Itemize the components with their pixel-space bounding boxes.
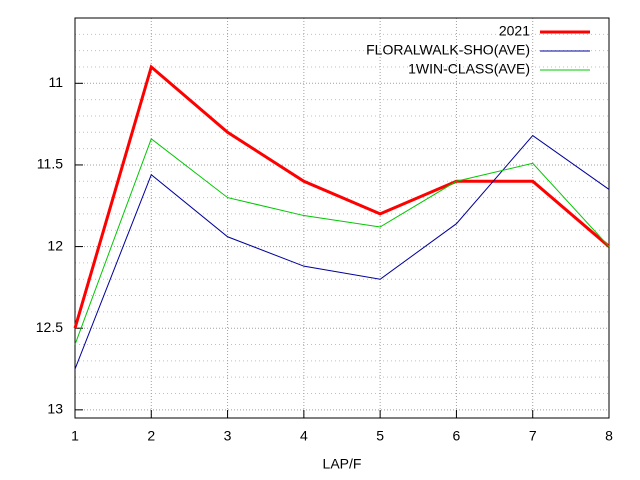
x-tick-label: 2 <box>147 428 155 444</box>
y-tick-label: 11 <box>48 74 63 90</box>
y-tick-label: 13 <box>47 401 63 417</box>
x-tick-label: 1 <box>71 428 79 444</box>
x-tick-label: 4 <box>300 428 308 444</box>
y-tick-label: 12 <box>47 237 63 253</box>
x-tick-label: 5 <box>376 428 384 444</box>
series-line <box>73 64 610 329</box>
series-line <box>74 138 610 345</box>
x-tick-label: 3 <box>224 428 232 444</box>
y-tick-label: 12.5 <box>36 319 63 335</box>
x-axis-label: LAP/F <box>323 456 362 472</box>
plot-border <box>74 17 610 419</box>
x-tick-label: 6 <box>453 428 461 444</box>
legend-label: 2021 <box>499 23 530 39</box>
x-tick-label: 7 <box>529 428 537 444</box>
x-tick-label: 8 <box>605 428 613 444</box>
legend-label: 1WIN-CLASS(AVE) <box>408 61 530 77</box>
series-line <box>74 134 610 370</box>
legend-label: FLORALWALK-SHO(AVE) <box>366 42 530 58</box>
y-tick-label: 11.5 <box>37 156 63 172</box>
